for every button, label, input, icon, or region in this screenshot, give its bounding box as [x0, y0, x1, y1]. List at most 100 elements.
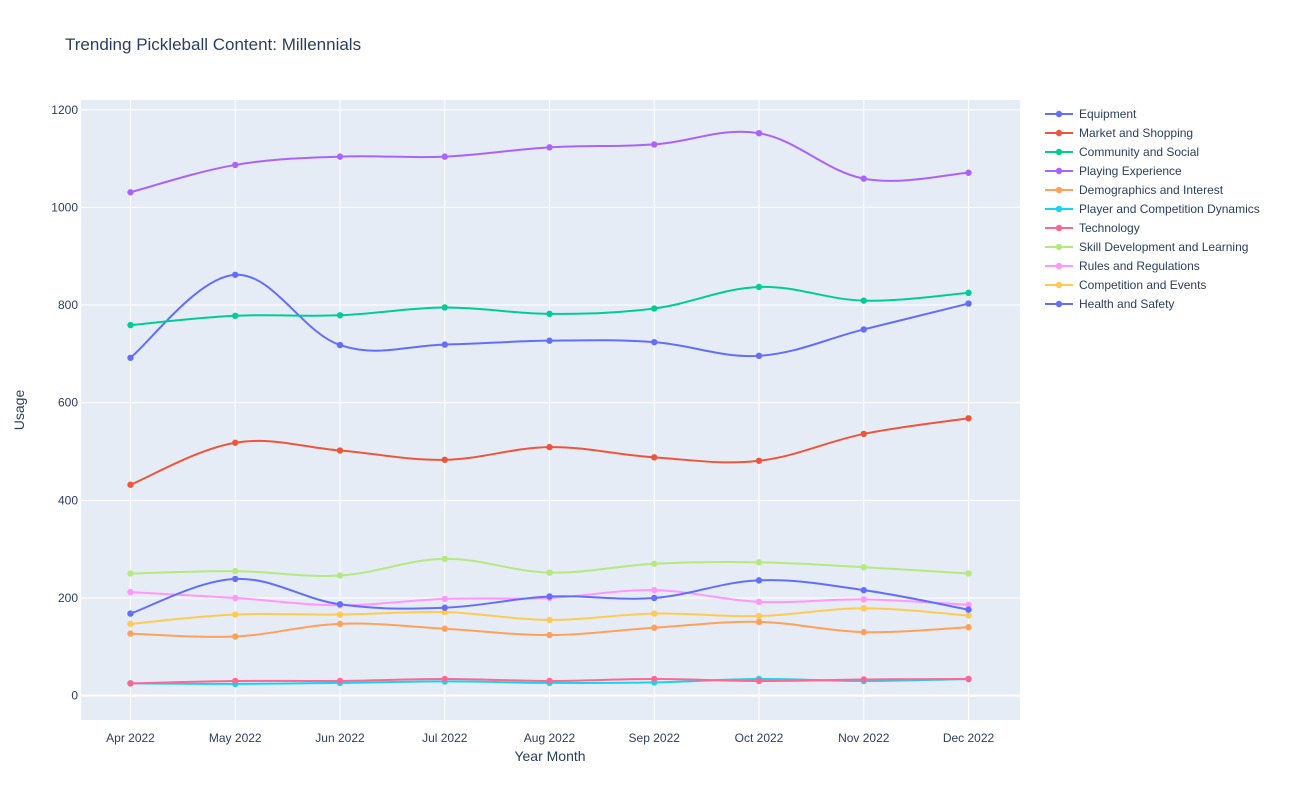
x-tick-label: Jul 2022	[422, 731, 468, 745]
data-point-equipment	[232, 271, 239, 278]
x-axis-title: Year Month	[514, 748, 585, 764]
data-point-community-and-social	[127, 321, 134, 329]
legend-label: Equipment	[1079, 107, 1137, 121]
data-point-health-and-safety	[127, 610, 134, 617]
data-point-competition-and-events	[755, 612, 763, 620]
data-point-skill-development-and-learning	[127, 570, 134, 577]
legend-swatch-marker	[1055, 205, 1063, 213]
data-point-health-and-safety	[441, 604, 448, 611]
legend-item-technology[interactable]: Technology	[1045, 221, 1140, 235]
plot-area	[81, 100, 1020, 720]
legend-label: Playing Experience	[1079, 164, 1182, 178]
data-point-competition-and-events	[651, 610, 658, 617]
x-tick-label: Dec 2022	[943, 731, 995, 745]
legend-label: Player and Competition Dynamics	[1079, 202, 1260, 216]
legend-swatch-marker	[1055, 300, 1063, 308]
data-point-demographics-and-interest	[860, 628, 867, 636]
data-point-skill-development-and-learning	[755, 559, 763, 566]
legend-label: Skill Development and Learning	[1079, 240, 1248, 254]
data-point-technology	[965, 675, 972, 683]
legend-item-market-and-shopping[interactable]: Market and Shopping	[1045, 126, 1193, 140]
legend-item-health-and-safety[interactable]: Health and Safety	[1045, 297, 1174, 311]
y-tick-label: 600	[58, 396, 78, 410]
x-tick-label: Apr 2022	[106, 731, 155, 745]
legend-swatch-marker	[1055, 129, 1063, 137]
data-point-market-and-shopping	[546, 443, 553, 451]
data-point-demographics-and-interest	[127, 630, 134, 637]
legend-label: Community and Social	[1079, 145, 1199, 159]
data-point-technology	[232, 677, 239, 685]
data-point-skill-development-and-learning	[336, 572, 344, 579]
data-point-skill-development-and-learning	[441, 555, 448, 563]
data-point-community-and-social	[336, 312, 344, 319]
legend-item-playing-experience[interactable]: Playing Experience	[1045, 164, 1182, 178]
data-point-market-and-shopping	[441, 456, 448, 463]
x-tick-label: Jun 2022	[315, 731, 365, 745]
data-point-rules-and-regulations	[441, 595, 448, 603]
data-point-equipment	[336, 341, 344, 349]
legend-label: Competition and Events	[1079, 278, 1206, 292]
legend-swatch-marker	[1055, 148, 1063, 156]
data-point-rules-and-regulations	[860, 596, 867, 603]
data-point-equipment	[651, 338, 658, 346]
y-axis-ticks: 0 200 400 600 800 1000 1200	[51, 103, 78, 703]
data-point-skill-development-and-learning	[651, 560, 658, 567]
x-tick-label: Aug 2022	[524, 731, 576, 745]
data-point-community-and-social	[965, 289, 972, 297]
data-point-community-and-social	[232, 312, 239, 319]
y-tick-label: 200	[58, 591, 78, 605]
data-point-community-and-social	[651, 305, 658, 312]
legend-label: Market and Shopping	[1079, 126, 1193, 140]
data-point-health-and-safety	[336, 601, 344, 608]
legend-item-skill-development-and-learning[interactable]: Skill Development and Learning	[1045, 240, 1248, 254]
data-point-rules-and-regulations	[127, 588, 134, 596]
x-tick-label: Nov 2022	[838, 731, 890, 745]
data-point-rules-and-regulations	[965, 601, 972, 608]
legend-swatch-marker	[1055, 262, 1063, 270]
data-point-skill-development-and-learning	[860, 563, 867, 571]
y-tick-label: 1000	[51, 200, 78, 214]
data-point-technology	[546, 677, 553, 685]
data-point-technology	[441, 675, 448, 683]
data-point-technology	[860, 676, 867, 683]
legend-item-competition-and-events[interactable]: Competition and Events	[1045, 278, 1206, 292]
legend-item-player-and-competition-dynamics[interactable]: Player and Competition Dynamics	[1045, 202, 1260, 216]
y-tick-label: 400	[58, 493, 78, 507]
data-point-playing-experience	[651, 141, 658, 148]
data-point-market-and-shopping	[127, 481, 134, 488]
data-point-demographics-and-interest	[651, 624, 658, 631]
data-point-playing-experience	[232, 161, 239, 169]
data-point-health-and-safety	[232, 575, 239, 583]
legend-label: Health and Safety	[1079, 297, 1174, 311]
data-point-demographics-and-interest	[336, 620, 344, 628]
data-point-rules-and-regulations	[232, 594, 239, 602]
data-point-competition-and-events	[546, 616, 553, 624]
data-point-market-and-shopping	[965, 415, 972, 422]
data-point-community-and-social	[860, 297, 867, 304]
legend: Equipment Market and Shopping Community an…	[1045, 107, 1260, 311]
data-point-market-and-shopping	[336, 447, 344, 454]
data-point-playing-experience	[755, 129, 763, 137]
data-point-competition-and-events	[965, 612, 972, 619]
legend-item-demographics-and-interest[interactable]: Demographics and Interest	[1045, 183, 1224, 197]
legend-swatch-marker	[1055, 110, 1063, 118]
data-point-technology	[127, 680, 134, 687]
data-point-equipment	[965, 300, 972, 307]
data-point-playing-experience	[336, 153, 344, 160]
y-axis-title: Usage	[11, 390, 27, 431]
chart-title: Trending Pickleball Content: Millennials	[65, 35, 361, 54]
data-point-market-and-shopping	[232, 439, 239, 446]
data-point-playing-experience	[965, 169, 972, 176]
legend-item-rules-and-regulations[interactable]: Rules and Regulations	[1045, 259, 1200, 273]
data-point-playing-experience	[127, 189, 134, 196]
data-point-equipment	[860, 326, 867, 333]
x-tick-label: Sep 2022	[629, 731, 681, 745]
x-tick-label: May 2022	[209, 731, 262, 745]
data-point-demographics-and-interest	[965, 624, 972, 631]
data-point-health-and-safety	[546, 593, 553, 600]
y-tick-label: 0	[71, 689, 78, 703]
legend-swatch-marker	[1055, 281, 1063, 289]
legend-item-community-and-social[interactable]: Community and Social	[1045, 145, 1199, 159]
legend-label: Rules and Regulations	[1079, 259, 1200, 273]
legend-item-equipment[interactable]: Equipment	[1045, 107, 1137, 121]
